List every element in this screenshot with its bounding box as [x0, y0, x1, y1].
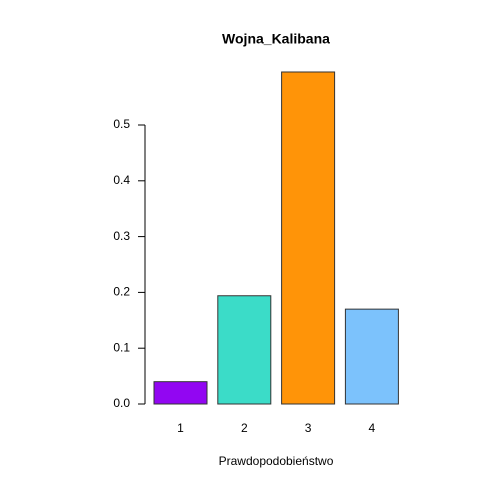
x-tick-label: 3 [305, 421, 312, 435]
chart-title: Wojna_Kalibana [222, 31, 330, 47]
y-tick-label: 0.1 [113, 340, 130, 354]
x-axis-label: Prawdopodobieństwo [219, 454, 334, 468]
x-tick-label: 2 [241, 421, 248, 435]
bar [217, 295, 272, 405]
y-tick-label: 0.3 [113, 229, 130, 243]
x-tick-label: 4 [369, 421, 376, 435]
y-tick-label: 0.4 [113, 173, 130, 187]
y-tick-label: 0.0 [113, 396, 130, 410]
x-tick-label: 1 [177, 421, 184, 435]
y-tick-label: 0.2 [113, 285, 130, 299]
bar [344, 308, 399, 405]
bar [281, 71, 336, 405]
bar [153, 381, 208, 405]
y-tick-label: 0.5 [113, 117, 130, 131]
